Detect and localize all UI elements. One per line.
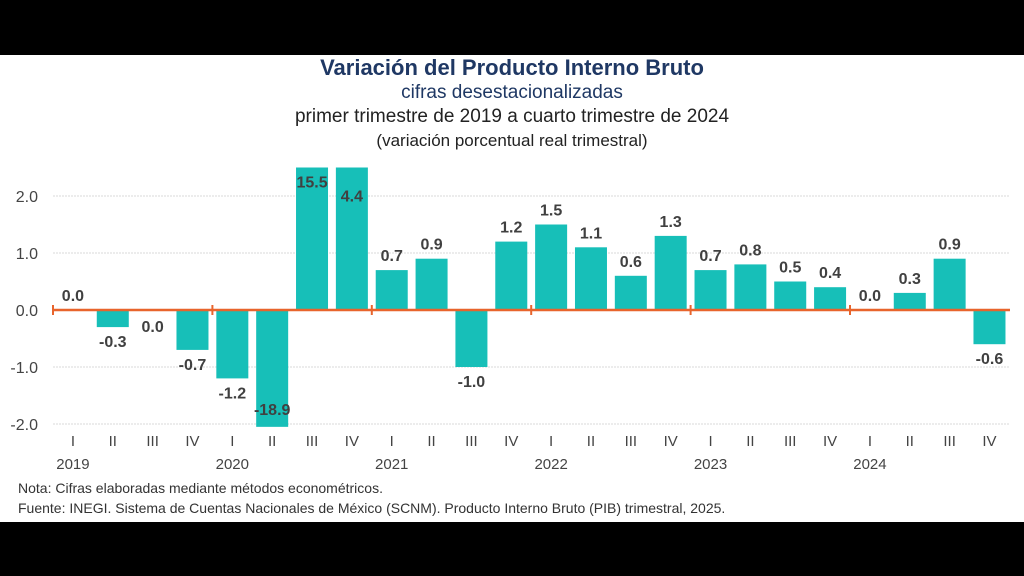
data-label: 0.0 (62, 288, 84, 305)
year-label: 2022 (534, 456, 567, 473)
x-tick-label: II (268, 433, 276, 450)
x-tick-label: III (784, 433, 797, 450)
chart-title: Variación del Producto Interno Bruto (320, 55, 704, 80)
bar (335, 167, 368, 310)
bar (614, 275, 647, 310)
data-label: 15.5 (296, 175, 327, 192)
y-tick-label: -1.0 (10, 360, 38, 377)
chart-canvas: Variación del Producto Interno Bruto cif… (0, 55, 1024, 522)
data-label: 0.7 (381, 248, 403, 265)
data-label: 0.0 (859, 288, 881, 305)
source-text: Fuente: INEGI. Sistema de Cuentas Nacion… (18, 500, 726, 516)
data-label: 0.7 (699, 248, 721, 265)
data-label: 0.6 (620, 254, 642, 271)
bar (933, 258, 966, 310)
data-label: 1.1 (580, 225, 602, 242)
note-text: Nota: Cifras elaboradas mediante métodos… (18, 480, 383, 496)
year-label: 2024 (853, 456, 886, 473)
x-tick-label: I (390, 433, 394, 450)
data-label: 0.9 (420, 237, 442, 254)
data-label: 0.5 (779, 260, 801, 277)
x-tick-label: III (146, 433, 159, 450)
bar (694, 270, 727, 310)
data-label: 1.5 (540, 203, 562, 220)
x-tick-label: II (746, 433, 754, 450)
year-label: 2019 (56, 456, 89, 473)
x-tick-label: I (868, 433, 872, 450)
data-label: -0.6 (976, 351, 1004, 368)
data-label: 4.4 (341, 189, 363, 206)
x-tick-label: III (306, 433, 319, 450)
x-tick-label: II (427, 433, 435, 450)
bar (216, 310, 249, 379)
y-tick-label: -2.0 (10, 417, 38, 434)
bar (176, 310, 209, 350)
x-tick-label: IV (982, 433, 996, 450)
x-tick-label: IV (664, 433, 678, 450)
x-tick-label: IV (185, 433, 199, 450)
data-label: 0.3 (899, 271, 921, 288)
data-label: 0.9 (939, 237, 961, 254)
bar (814, 287, 847, 310)
bar (296, 167, 329, 310)
bar (455, 310, 488, 367)
data-label: 0.0 (142, 319, 164, 336)
year-label: 2021 (375, 456, 408, 473)
chart-subtitle-1: cifras desestacionalizadas (401, 82, 623, 103)
x-tick-label: IV (823, 433, 837, 450)
data-label: 1.2 (500, 220, 522, 237)
x-tick-label: I (708, 433, 712, 450)
x-tick-label: II (906, 433, 914, 450)
y-tick-label: 2.0 (16, 189, 38, 206)
year-label: 2023 (694, 456, 727, 473)
chart-subtitle-3: (variación porcentual real trimestral) (376, 131, 648, 150)
bar (734, 264, 767, 310)
data-label: 0.8 (739, 242, 761, 259)
x-tick-label: I (71, 433, 75, 450)
x-tick-label: III (625, 433, 638, 450)
year-label: 2020 (216, 456, 249, 473)
bar (415, 258, 448, 310)
data-label: 0.4 (819, 265, 841, 282)
bar (893, 292, 926, 310)
bar (654, 235, 687, 310)
bar (256, 310, 289, 427)
x-tick-label: II (587, 433, 595, 450)
x-tick-label: IV (504, 433, 518, 450)
data-label: -0.7 (179, 357, 207, 374)
bar (96, 310, 129, 328)
data-label: 1.3 (660, 214, 682, 231)
bar (774, 281, 807, 310)
data-label: -1.2 (219, 385, 247, 402)
data-label: -1.0 (458, 374, 486, 391)
x-tick-label: I (230, 433, 234, 450)
x-tick-label: III (465, 433, 478, 450)
y-tick-label: 0.0 (16, 303, 38, 320)
bar (375, 270, 408, 310)
x-tick-label: II (109, 433, 117, 450)
bar-chart: 2.01.00.0-1.0-2.00.0I-0.3II0.0III-0.7IV-… (10, 167, 1010, 473)
bar (973, 310, 1006, 345)
x-tick-label: III (943, 433, 956, 450)
x-tick-label: IV (345, 433, 359, 450)
data-label: -18.9 (254, 402, 291, 419)
bar (495, 241, 528, 310)
bar (574, 247, 607, 310)
chart-subtitle-2: primer trimestre de 2019 a cuarto trimes… (294, 106, 730, 127)
bar (535, 224, 568, 310)
y-tick-label: 1.0 (16, 246, 38, 263)
x-tick-label: I (549, 433, 553, 450)
data-label: -0.3 (99, 334, 127, 351)
